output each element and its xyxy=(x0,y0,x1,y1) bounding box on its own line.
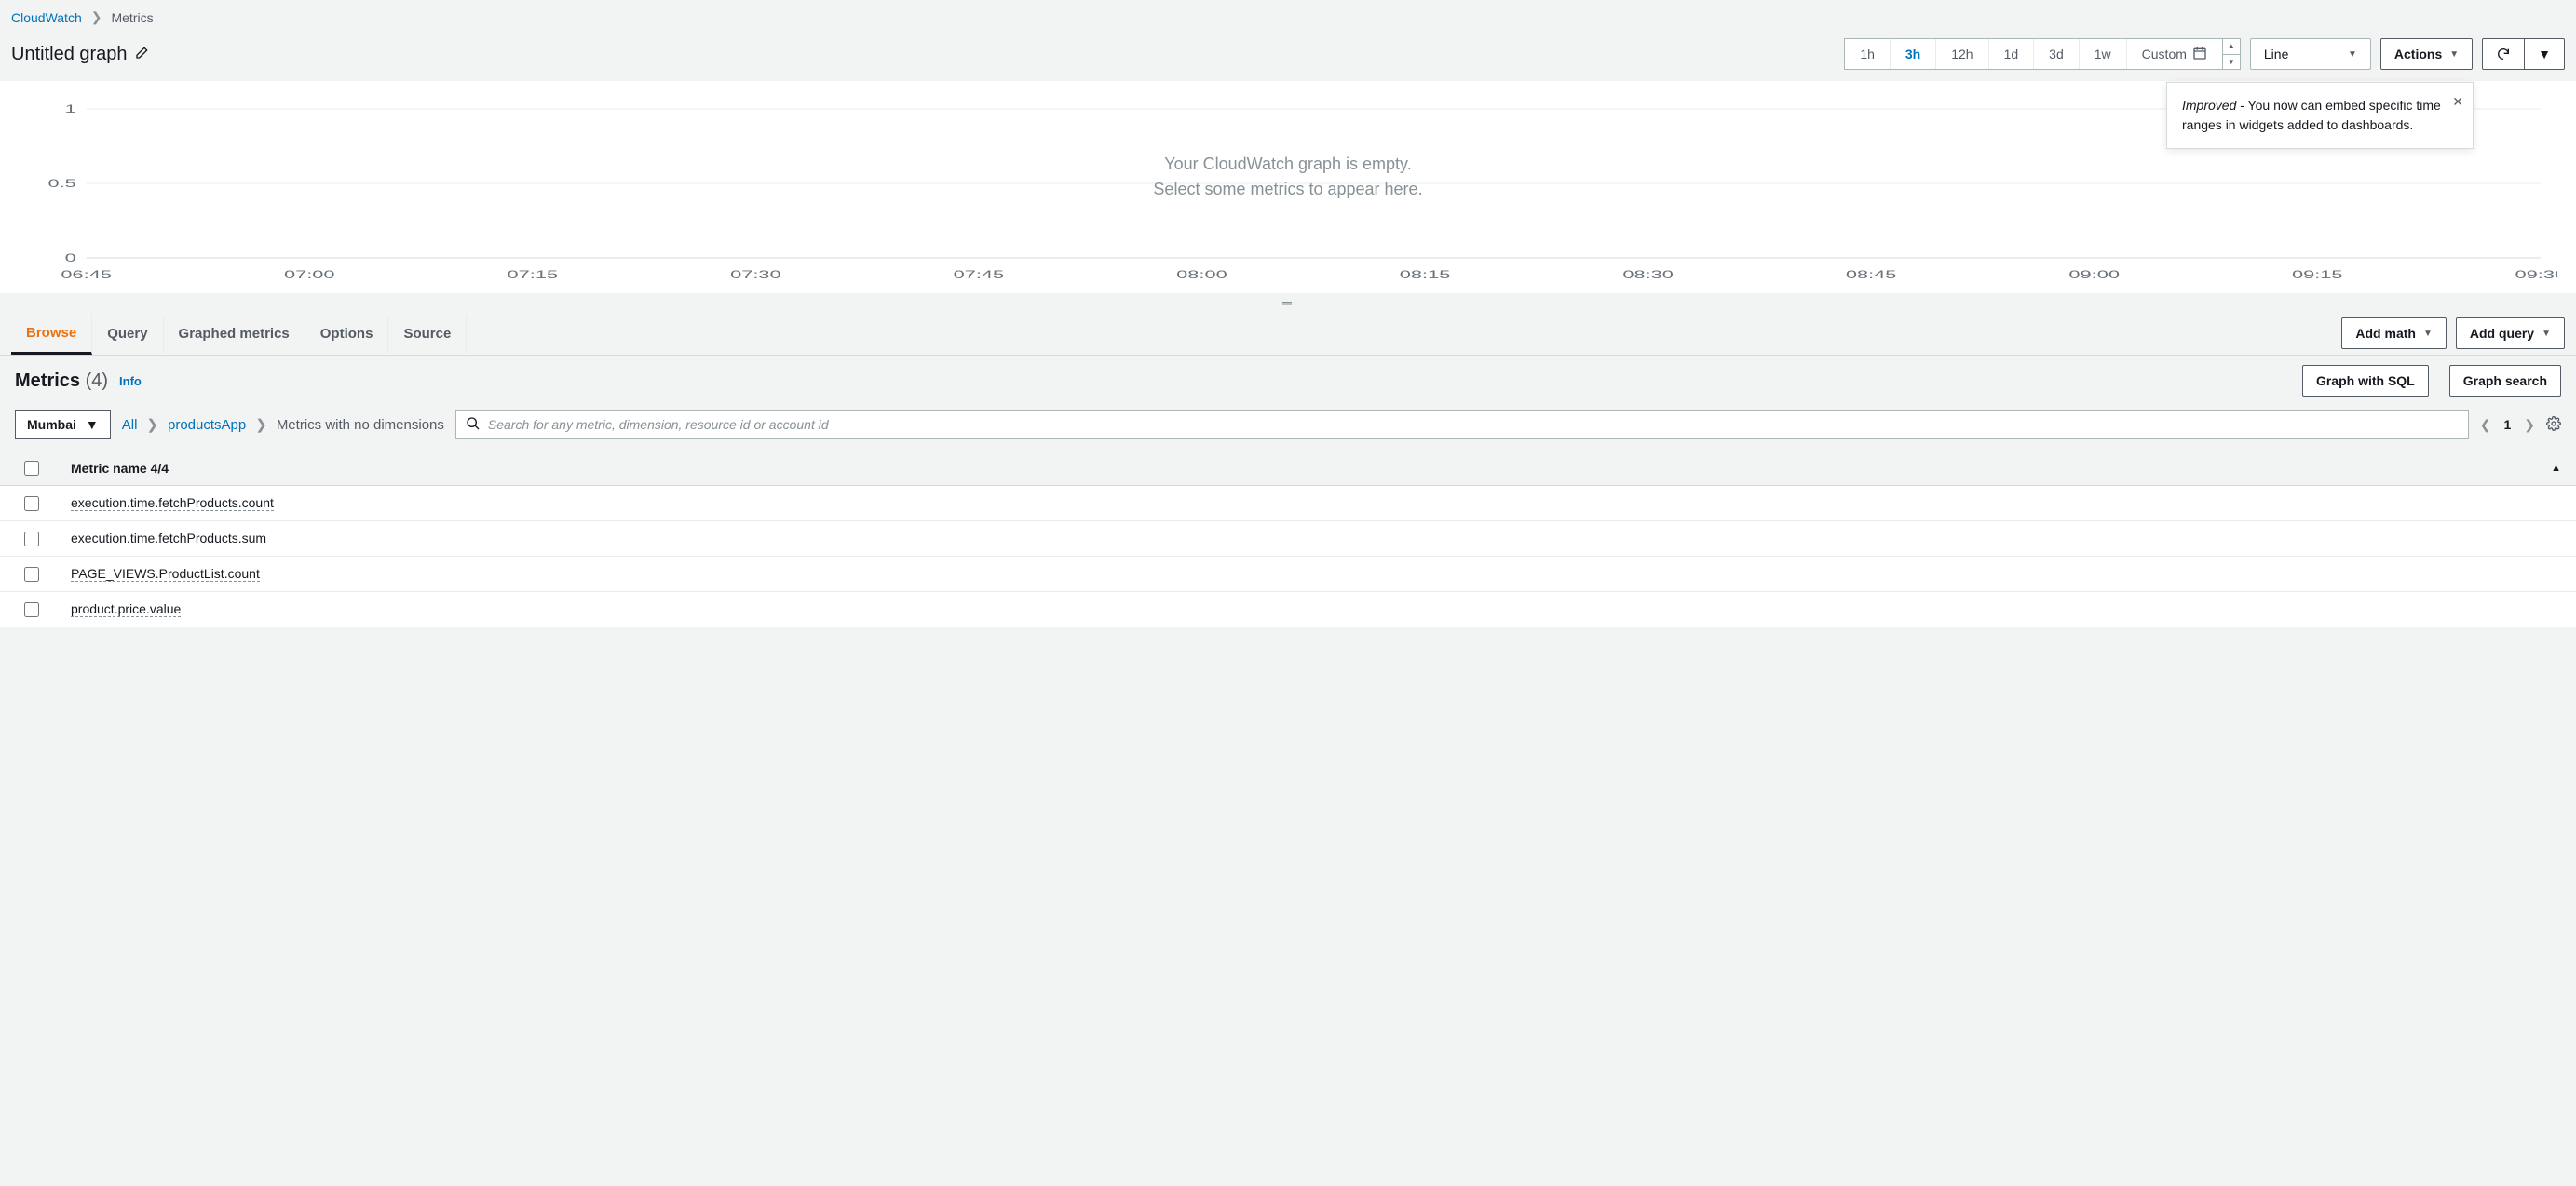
caret-down-icon: ▼ xyxy=(86,417,99,432)
metrics-count: (4) xyxy=(86,371,108,391)
region-select[interactable]: Mumbai ▼ xyxy=(15,410,111,439)
resize-handle[interactable]: ═ xyxy=(0,293,2576,312)
empty-chart-message: Your CloudWatch graph is empty. Select s… xyxy=(1153,155,1422,199)
chevron-right-icon: ❯ xyxy=(146,416,158,433)
svg-text:09:30: 09:30 xyxy=(2515,268,2557,281)
breadcrumb-current: Metrics xyxy=(111,10,153,25)
range-step-down[interactable]: ▼ xyxy=(2223,55,2240,70)
svg-text:07:00: 07:00 xyxy=(284,268,335,281)
svg-text:08:30: 08:30 xyxy=(1622,268,1674,281)
chevron-right-icon: ❯ xyxy=(255,416,267,433)
search-box xyxy=(455,410,2469,439)
svg-text:06:45: 06:45 xyxy=(61,268,112,281)
col-metric-name[interactable]: Metric name 4/4 xyxy=(71,461,169,476)
actions-button[interactable]: Actions ▼ xyxy=(2380,38,2473,70)
info-link[interactable]: Info xyxy=(119,374,142,388)
next-page[interactable]: ❯ xyxy=(2524,417,2535,433)
pager: ❮ 1 ❯ xyxy=(2480,417,2535,433)
range-1h[interactable]: 1h xyxy=(1845,39,1891,69)
title-row: Untitled graph 1h 3h 12h 1d 3d 1w Custom… xyxy=(0,34,2576,81)
refresh-button[interactable] xyxy=(2482,38,2525,70)
select-all-checkbox[interactable] xyxy=(24,461,39,476)
tab-graphed-metrics[interactable]: Graphed metrics xyxy=(164,315,305,353)
range-12h[interactable]: 12h xyxy=(1936,39,1988,69)
time-range-group: 1h 3h 12h 1d 3d 1w Custom ▲ ▼ xyxy=(1844,38,2241,70)
chevron-right-icon: ❯ xyxy=(91,9,102,25)
table-row[interactable]: execution.time.fetchProducts.count xyxy=(0,486,2576,521)
range-3h[interactable]: 3h xyxy=(1891,39,1936,69)
svg-text:07:45: 07:45 xyxy=(954,268,1005,281)
close-icon[interactable]: ✕ xyxy=(2452,92,2463,112)
refresh-menu-button[interactable]: ▼ xyxy=(2525,38,2565,70)
range-step-up[interactable]: ▲ xyxy=(2223,39,2240,55)
search-input[interactable] xyxy=(488,417,2459,432)
prev-page[interactable]: ❮ xyxy=(2480,417,2491,433)
bc-current: Metrics with no dimensions xyxy=(277,417,444,433)
namespace-breadcrumb: All ❯ productsApp ❯ Metrics with no dime… xyxy=(122,416,444,433)
range-3d[interactable]: 3d xyxy=(2034,39,2080,69)
tab-query[interactable]: Query xyxy=(92,315,163,353)
svg-text:07:15: 07:15 xyxy=(508,268,559,281)
calendar-icon xyxy=(2192,46,2207,63)
metrics-title: Metrics xyxy=(15,371,80,391)
tabs: Browse Query Graphed metrics Options Sou… xyxy=(0,312,2576,356)
svg-text:09:15: 09:15 xyxy=(2292,268,2343,281)
caret-down-icon: ▼ xyxy=(2423,329,2433,339)
bc-namespace[interactable]: productsApp xyxy=(168,417,246,433)
row-checkbox[interactable] xyxy=(24,602,39,617)
metric-name[interactable]: PAGE_VIEWS.ProductList.count xyxy=(71,566,260,582)
svg-text:0: 0 xyxy=(65,251,76,264)
edit-icon[interactable] xyxy=(135,44,150,65)
metric-name[interactable]: execution.time.fetchProducts.count xyxy=(71,495,274,511)
metric-name[interactable]: execution.time.fetchProducts.sum xyxy=(71,531,266,546)
info-tooltip: ✕ Improved - You now can embed specific … xyxy=(2166,82,2474,149)
tab-browse[interactable]: Browse xyxy=(11,314,92,355)
caret-down-icon: ▼ xyxy=(2348,49,2357,60)
table-row[interactable]: PAGE_VIEWS.ProductList.count xyxy=(0,557,2576,592)
add-math-button[interactable]: Add math ▼ xyxy=(2341,317,2446,349)
graph-with-sql-button[interactable]: Graph with SQL xyxy=(2302,365,2429,397)
row-checkbox[interactable] xyxy=(24,496,39,511)
search-icon xyxy=(466,416,481,434)
table-row[interactable]: product.price.value xyxy=(0,592,2576,627)
graph-title: Untitled graph xyxy=(11,44,128,65)
svg-text:08:15: 08:15 xyxy=(1400,268,1451,281)
svg-text:1: 1 xyxy=(65,102,76,115)
svg-text:09:00: 09:00 xyxy=(2068,268,2120,281)
range-1d[interactable]: 1d xyxy=(1989,39,2035,69)
row-checkbox[interactable] xyxy=(24,567,39,582)
tab-source[interactable]: Source xyxy=(388,315,467,353)
breadcrumb: CloudWatch ❯ Metrics xyxy=(0,0,2576,34)
svg-text:0.5: 0.5 xyxy=(47,177,76,190)
table-row[interactable]: execution.time.fetchProducts.sum xyxy=(0,521,2576,557)
range-1w[interactable]: 1w xyxy=(2080,39,2127,69)
caret-down-icon: ▼ xyxy=(2542,329,2551,339)
sort-icon[interactable]: ▲ xyxy=(2551,463,2561,474)
add-query-button[interactable]: Add query ▼ xyxy=(2456,317,2565,349)
range-custom[interactable]: Custom xyxy=(2127,39,2222,69)
metric-name[interactable]: product.price.value xyxy=(71,601,181,617)
graph-search-button[interactable]: Graph search xyxy=(2449,365,2561,397)
gear-icon[interactable] xyxy=(2546,416,2561,434)
tab-options[interactable]: Options xyxy=(305,315,389,353)
metrics-header: Metrics (4) Info Graph with SQL Graph se… xyxy=(0,356,2576,406)
filter-row: Mumbai ▼ All ❯ productsApp ❯ Metrics wit… xyxy=(0,406,2576,451)
row-checkbox[interactable] xyxy=(24,532,39,546)
svg-text:07:30: 07:30 xyxy=(730,268,781,281)
table-header: Metric name 4/4 ▲ xyxy=(0,451,2576,486)
breadcrumb-cloudwatch[interactable]: CloudWatch xyxy=(11,10,82,25)
svg-text:08:45: 08:45 xyxy=(1846,268,1897,281)
caret-down-icon: ▼ xyxy=(2538,47,2551,61)
caret-down-icon: ▼ xyxy=(2449,49,2459,60)
page-number: 1 xyxy=(2503,417,2511,432)
bc-all[interactable]: All xyxy=(122,417,138,433)
svg-text:08:00: 08:00 xyxy=(1176,268,1227,281)
chart-type-select[interactable]: Line ▼ xyxy=(2250,38,2371,70)
